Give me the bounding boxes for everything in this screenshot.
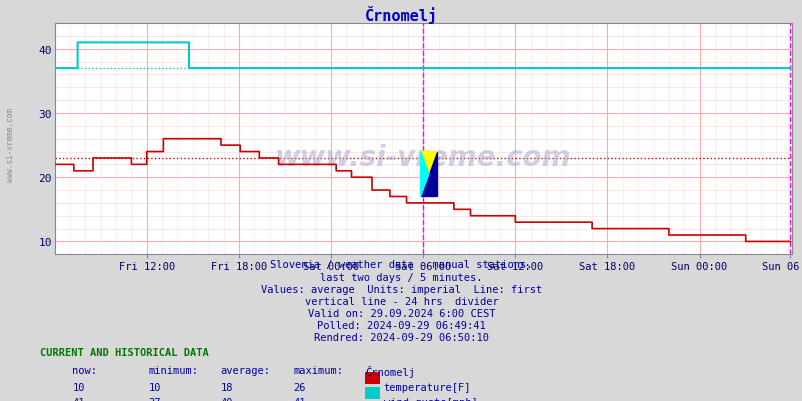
- Text: 40: 40: [221, 397, 233, 401]
- Text: Črnomelj: Črnomelj: [365, 365, 415, 377]
- Text: maximum:: maximum:: [293, 365, 342, 375]
- Text: Values: average  Units: imperial  Line: first: Values: average Units: imperial Line: fi…: [261, 284, 541, 294]
- Text: 26: 26: [293, 382, 306, 392]
- Text: wind gusts[mph]: wind gusts[mph]: [383, 397, 477, 401]
- Polygon shape: [420, 152, 437, 197]
- Text: minimum:: minimum:: [148, 365, 198, 375]
- Text: Črnomelj: Črnomelj: [365, 6, 437, 24]
- Text: 18: 18: [221, 382, 233, 392]
- Text: 41: 41: [293, 397, 306, 401]
- Text: last two days / 5 minutes.: last two days / 5 minutes.: [320, 272, 482, 282]
- Text: temperature[F]: temperature[F]: [383, 382, 471, 392]
- Text: Polled: 2024-09-29 06:49:41: Polled: 2024-09-29 06:49:41: [317, 320, 485, 330]
- Text: Rendred: 2024-09-29 06:50:10: Rendred: 2024-09-29 06:50:10: [314, 332, 488, 342]
- Polygon shape: [420, 152, 428, 197]
- Text: average:: average:: [221, 365, 270, 375]
- Text: Valid on: 29.09.2024 6:00 CEST: Valid on: 29.09.2024 6:00 CEST: [307, 308, 495, 318]
- Text: CURRENT AND HISTORICAL DATA: CURRENT AND HISTORICAL DATA: [40, 347, 209, 357]
- Text: 41: 41: [72, 397, 85, 401]
- Text: now:: now:: [72, 365, 97, 375]
- Text: 10: 10: [72, 382, 85, 392]
- Polygon shape: [420, 152, 437, 197]
- Text: www.si-vreme.com: www.si-vreme.com: [6, 107, 15, 181]
- Text: vertical line - 24 hrs  divider: vertical line - 24 hrs divider: [304, 296, 498, 306]
- Text: Slovenia / weather data - manual stations.: Slovenia / weather data - manual station…: [270, 260, 532, 270]
- Text: 10: 10: [148, 382, 161, 392]
- Text: 37: 37: [148, 397, 161, 401]
- Text: www.si-vreme.com: www.si-vreme.com: [274, 144, 571, 172]
